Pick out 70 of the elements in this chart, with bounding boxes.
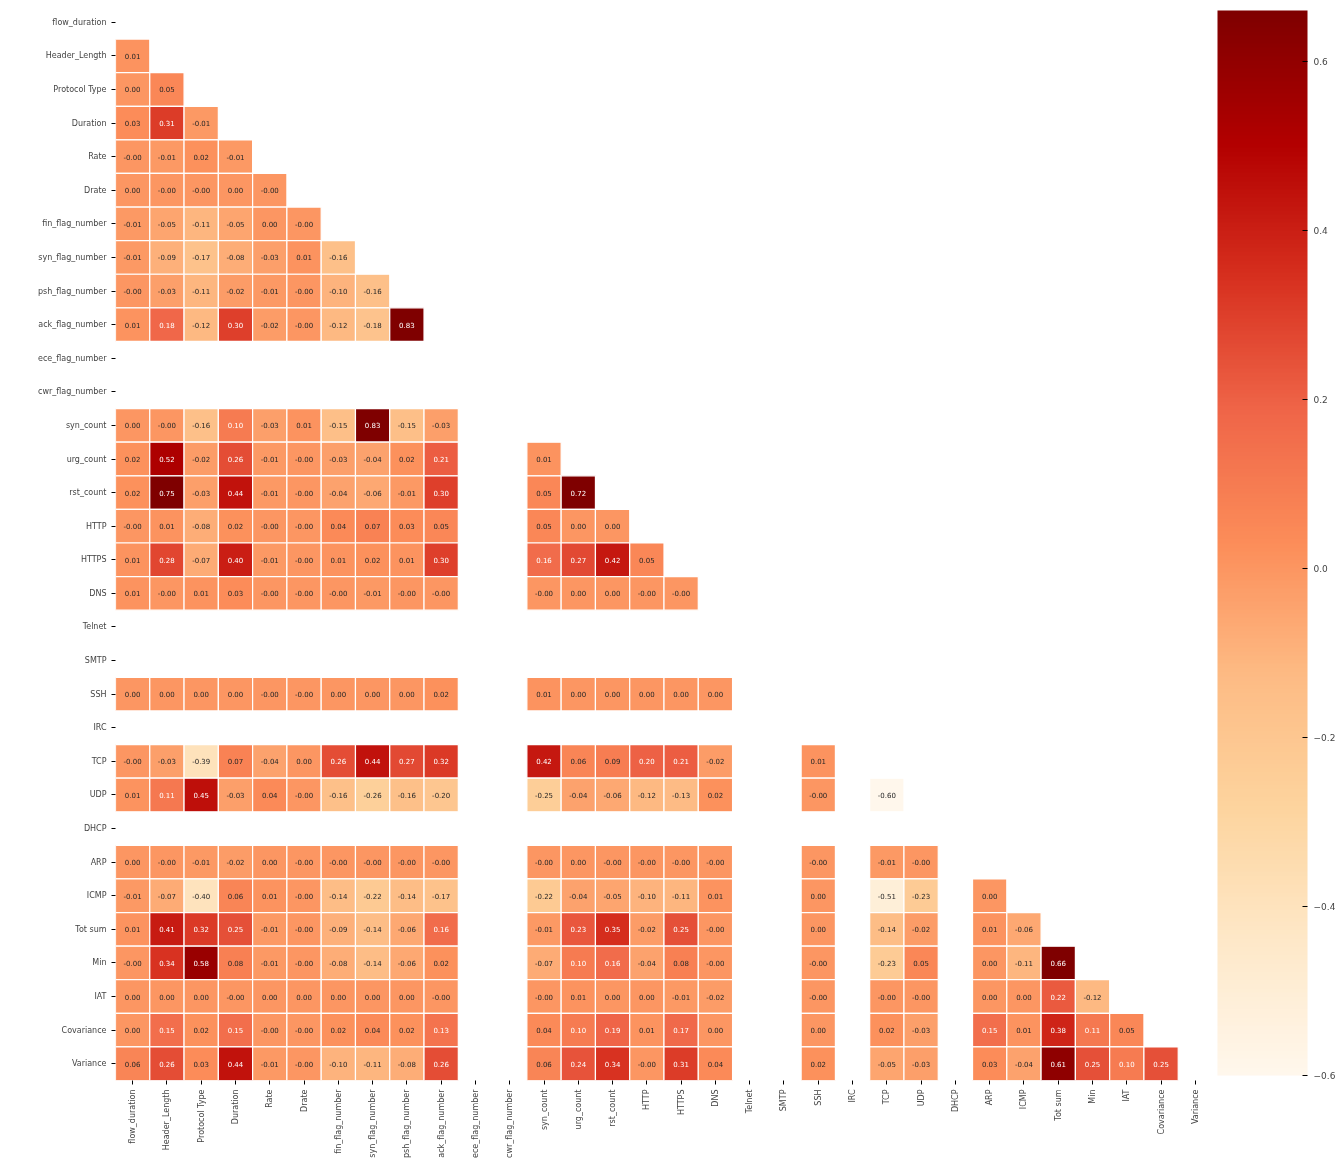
y-tick-label: DNS [89,588,107,598]
x-tick-label: TCP [882,1089,892,1106]
x-tick-label: DHCP [950,1089,960,1113]
x-tick-label: DNS [710,1089,720,1107]
y-tick-label: Drate [84,185,107,195]
y-tick-label: fin_flag_number [42,219,108,229]
x-tick-label: ack_flag_number [436,1088,446,1158]
y-tick-label: cwr_flag_number [38,387,108,397]
color-bar-label: −0.2 [1313,732,1336,743]
x-tick-label: Min [1088,1089,1098,1104]
x-tick-label: UDP [916,1089,926,1107]
x-tick-label: ARP [985,1089,995,1106]
x-tick-label: IAT [1122,1089,1132,1102]
y-tick-label: IRC [93,723,107,733]
color-bar-label: 0.6 [1313,56,1329,67]
y-tick-label: syn_count [65,420,107,430]
y-tick-label: Min [92,958,107,968]
y-tick-label: ARP [90,857,107,867]
x-tick-label: SSH [813,1089,823,1106]
y-tick-label: ack_flag_number [38,320,108,330]
x-tick-label: syn_flag_number [368,1088,378,1158]
y-tick-label: Header_Length [45,51,107,61]
y-tick-label: syn_flag_number [38,252,108,262]
y-tick-label: HTTP [86,521,107,531]
y-tick-label: Protocol Type [53,84,107,94]
x-tick-label: fin_flag_number [333,1088,343,1154]
y-tick-label: Telnet [81,622,107,632]
y-tick-label: psh_flag_number [37,286,108,296]
y-tick-label: HTTPS [80,555,107,565]
y-tick-label: Rate [88,152,107,162]
y-tick-label: ICMP [86,891,107,901]
color-bar-label: 0.4 [1313,225,1329,236]
y-tick-label: Duration [71,118,107,128]
x-tick-label: Drate [299,1089,309,1112]
x-tick-label: HTTPS [676,1089,686,1116]
x-tick-label: Protocol Type [196,1089,206,1143]
y-tick-label: UDP [89,790,107,800]
color-bar-label: −0.6 [1313,1071,1336,1081]
x-tick-label: Variance [1190,1089,1200,1125]
x-tick-label: Covariance [1156,1089,1166,1135]
y-tick-label: flow_duration [52,17,107,27]
x-tick-label: Header_Length [162,1089,172,1151]
x-tick-label: ICMP [1019,1089,1029,1110]
y-tick-label: TCP [90,756,107,766]
x-tick-label: Duration [230,1089,240,1125]
y-tick-label: Covariance [61,1025,107,1035]
x-tick-label: HTTP [642,1089,652,1110]
y-tick-label: DHCP [83,824,107,834]
y-tick-label: ece_flag_number [38,353,108,363]
y-tick-label: SMTP [84,656,107,666]
color-bar-label: 0.2 [1313,394,1328,405]
y-tick-label: Variance [71,1059,107,1069]
x-tick-label: Telnet [745,1089,755,1115]
color-bar-label: −0.4 [1313,901,1336,912]
x-tick-label: syn_count [539,1089,549,1131]
x-tick-label: cwr_flag_number [505,1088,515,1158]
x-tick-label: IRC [848,1089,858,1103]
color-bar-label: 0.0 [1313,563,1329,574]
x-tick-label: Tot sum [1053,1089,1063,1122]
x-tick-label: urg_count [573,1089,583,1130]
y-tick-label: IAT [94,992,107,1002]
x-tick-label: Rate [265,1089,275,1108]
x-tick-label: ece_flag_number [470,1088,480,1158]
y-tick-label: SSH [90,689,107,699]
x-tick-label: rst_count [608,1089,618,1127]
y-tick-label: Tot sum [74,924,107,934]
x-tick-label: psh_flag_number [402,1088,412,1159]
y-tick-label: rst_count [69,488,107,498]
y-tick-label: urg_count [66,454,107,464]
x-tick-label: SMTP [779,1089,789,1112]
